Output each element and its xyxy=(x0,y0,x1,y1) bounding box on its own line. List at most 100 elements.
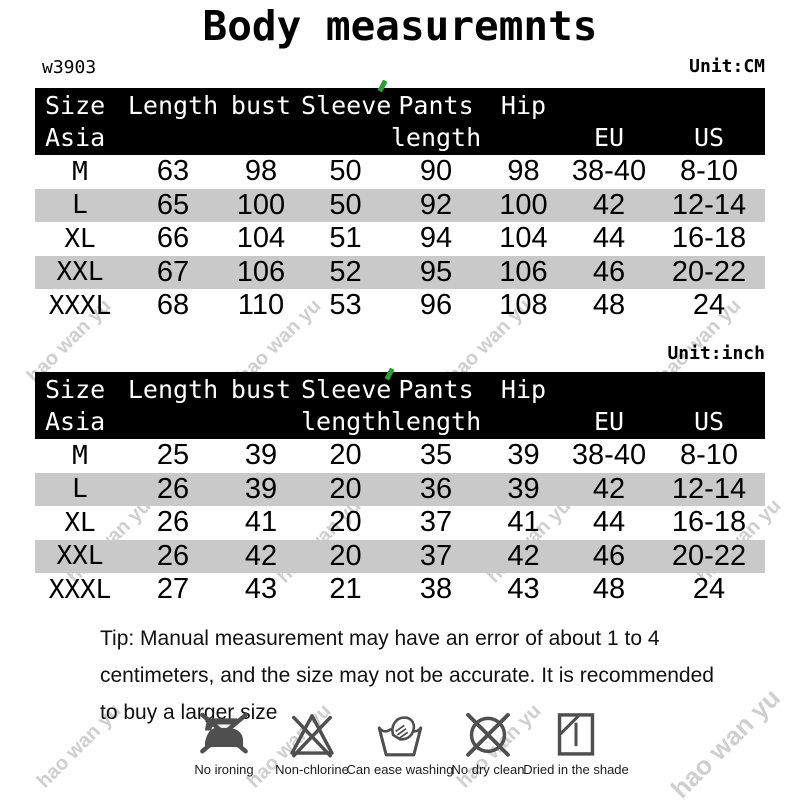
tip-line: centimeters, and the size may not be acc… xyxy=(100,664,714,687)
cell: 16-18 xyxy=(671,506,747,539)
product-code: w3903 xyxy=(42,57,97,78)
column-header: Pants xyxy=(398,90,474,120)
table-row: M 25 39 20 35 39 38-40 8-10 xyxy=(35,439,765,473)
cell: 110 xyxy=(237,289,285,322)
care-icon-label: Non-chlorine xyxy=(275,762,349,777)
cell: 68 xyxy=(156,289,190,322)
cell: 20 xyxy=(329,506,362,539)
table-row: XL 26 41 20 37 41 44 16-18 xyxy=(35,506,765,540)
table-row: XXXL 27 43 21 38 43 48 24 xyxy=(35,573,765,607)
cell: 12-14 xyxy=(671,472,747,505)
cell: 39 xyxy=(507,439,540,472)
cell: 95 xyxy=(419,255,453,288)
care-icon-item: No ironing xyxy=(180,708,268,777)
cell: 42 xyxy=(592,472,626,505)
cell: 36 xyxy=(419,472,453,505)
table-row: XXL 67 106 52 95 106 46 20-22 xyxy=(35,255,765,289)
table-body: M 25 39 20 35 39 38-40 8-10 L 26 39 20 3… xyxy=(35,439,765,607)
table-row: M 63 98 50 90 98 38-40 8-10 xyxy=(35,155,765,189)
cell: 16-18 xyxy=(671,222,747,255)
column-header: Hip xyxy=(500,374,547,404)
cell: XL xyxy=(64,507,96,538)
cell: 8-10 xyxy=(679,439,739,472)
column-header: length xyxy=(390,407,482,437)
cell: 66 xyxy=(156,222,190,255)
cell: 92 xyxy=(419,188,453,221)
care-icon-item: Dried in the shade xyxy=(523,708,629,777)
column-header: Sleeve xyxy=(301,374,392,404)
cell: 26 xyxy=(156,472,190,505)
cell: 25 xyxy=(156,439,190,472)
cell: XXXL xyxy=(48,574,112,605)
cell: 21 xyxy=(329,573,362,606)
care-icon-label: No ironing xyxy=(194,762,254,777)
cell: L xyxy=(72,474,88,505)
can-ease-washing-icon xyxy=(377,716,423,757)
cell: XL xyxy=(64,223,96,254)
cell: 41 xyxy=(507,506,540,539)
column-header: US xyxy=(693,407,725,437)
cell: 53 xyxy=(329,289,362,322)
header-row: Asia length EU US xyxy=(35,122,765,155)
cell: 67 xyxy=(156,255,190,288)
column-header: Asia xyxy=(45,407,106,437)
cell: 24 xyxy=(692,289,726,322)
size-table-inch: Size Length bust Sleeve Pants Hip Asia l… xyxy=(35,372,765,607)
header-row: Size Length bust Sleeve Pants Hip xyxy=(35,373,765,406)
cell: 48 xyxy=(592,573,626,606)
column-header: Sleeve xyxy=(301,90,392,120)
header-row: Asia length length EU US xyxy=(35,406,765,439)
cell: 38-40 xyxy=(571,155,647,188)
cell: 24 xyxy=(692,573,726,606)
care-icon-item: No dry clean xyxy=(444,708,532,777)
cell: 46 xyxy=(592,255,626,288)
cell: 63 xyxy=(156,155,190,188)
cell: 39 xyxy=(244,439,278,472)
no-ironing-icon xyxy=(200,712,248,754)
cell: 20 xyxy=(329,439,362,472)
table-row: XXL 26 42 20 37 42 46 20-22 xyxy=(35,539,765,573)
cell: M xyxy=(72,440,88,471)
cell: 104 xyxy=(499,222,548,255)
cell: 106 xyxy=(236,255,286,288)
column-header: length xyxy=(390,123,482,153)
care-icon-label: Can ease washing xyxy=(346,762,454,777)
cell: L xyxy=(72,190,88,221)
cell: 48 xyxy=(592,289,626,322)
cell: 8-10 xyxy=(679,155,739,188)
column-header: bust xyxy=(230,90,292,120)
cell: 26 xyxy=(156,506,190,539)
column-header: EU xyxy=(593,407,625,437)
column-header: Hip xyxy=(500,90,547,120)
tip-text: Tip: Manual measurement may have an erro… xyxy=(100,620,770,731)
column-header: Asia xyxy=(45,123,106,153)
cell: 37 xyxy=(419,506,453,539)
care-icons-row: No ironing Non-chlorine Can ease washing xyxy=(0,708,800,777)
cell: 38 xyxy=(419,573,453,606)
cell: XXL xyxy=(56,541,104,572)
cell: 51 xyxy=(329,222,362,255)
page-title: Body measuremnts xyxy=(202,2,598,50)
table-row: L 26 39 20 36 39 42 12-14 xyxy=(35,472,765,506)
cell: 35 xyxy=(419,439,453,472)
cell: 20 xyxy=(329,539,362,572)
no-dry-clean-icon xyxy=(466,712,510,757)
cell: 43 xyxy=(507,573,540,606)
cell: 65 xyxy=(156,188,190,221)
cell: 94 xyxy=(419,222,453,255)
cell: 43 xyxy=(244,573,278,606)
column-header: Length xyxy=(127,90,219,120)
table-header: Size Length bust Sleeve Pants Hip Asia l… xyxy=(35,372,765,439)
cell: 39 xyxy=(244,472,278,505)
care-icon-item: Non-chlorine xyxy=(268,708,356,777)
table-row: XXXL 68 110 53 96 108 48 24 xyxy=(35,289,765,323)
column-header: Pants xyxy=(398,374,474,404)
cell: 46 xyxy=(592,539,626,572)
cell: 27 xyxy=(156,573,190,606)
cell: 42 xyxy=(507,539,540,572)
column-header: US xyxy=(693,123,725,153)
table-header: Size Length bust Sleeve Pants Hip Asia l… xyxy=(35,88,765,155)
cell: 44 xyxy=(592,506,626,539)
cell: 42 xyxy=(244,539,278,572)
cell: 106 xyxy=(499,255,548,288)
